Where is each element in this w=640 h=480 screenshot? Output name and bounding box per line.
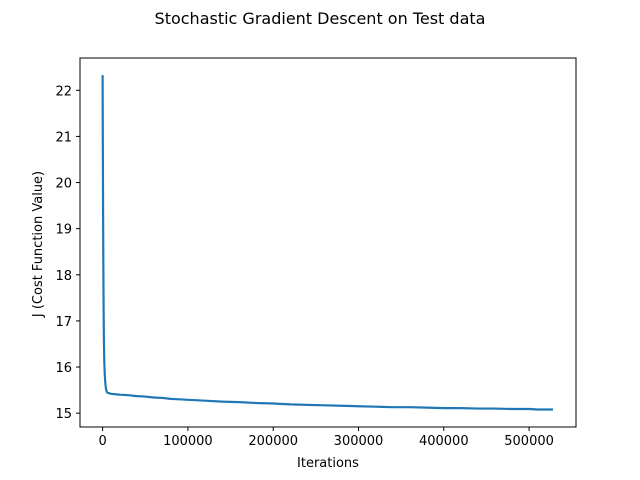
x-tick-label: 0: [98, 434, 106, 449]
y-tick-label: 20: [55, 177, 72, 192]
x-tick-label: 100000: [163, 434, 213, 449]
x-axis-label: Iterations: [297, 456, 359, 471]
y-axis: 15 16 17 18 19 20 21 22: [55, 84, 80, 422]
y-tick-label: 18: [55, 269, 72, 284]
series-line-0: [101, 75, 553, 411]
y-tick-label: 17: [55, 315, 72, 330]
x-axis: 0 100000 200000 300000 400000 500000: [98, 427, 554, 449]
chart-title: Stochastic Gradient Descent on Test data: [155, 9, 486, 28]
plot-frame: [79, 57, 577, 428]
y-axis-label: J (Cost Function Value): [31, 171, 46, 318]
x-tick-label: 500000: [504, 434, 554, 449]
x-tick-label: 300000: [334, 434, 384, 449]
y-tick-label: 15: [55, 407, 72, 422]
x-tick-label: 400000: [419, 434, 469, 449]
y-tick-label: 19: [55, 223, 72, 238]
y-tick-label: 22: [55, 84, 72, 99]
x-tick-label: 200000: [248, 434, 298, 449]
y-tick-label: 16: [55, 361, 72, 376]
plot-area: [79, 57, 577, 428]
y-tick-label: 21: [55, 130, 72, 145]
